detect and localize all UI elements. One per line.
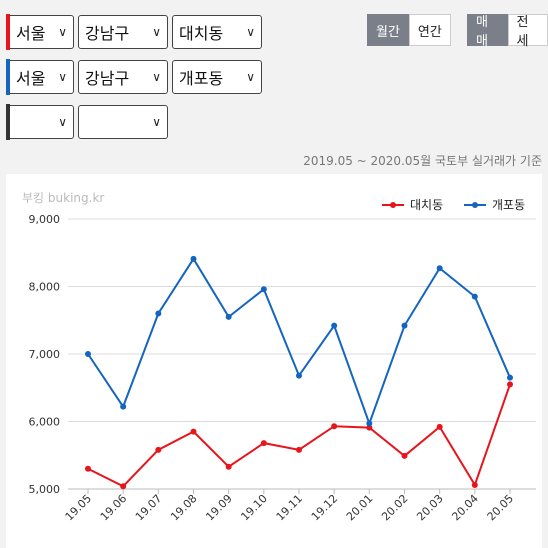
city-select[interactable]: ∨ [10, 105, 74, 139]
data-point [296, 446, 302, 453]
data-point [85, 351, 91, 357]
series-line [87, 384, 511, 488]
series-color-marker [6, 104, 10, 140]
x-tick-label: 19.07 [133, 492, 164, 523]
period-toggle: 월간 연간 [367, 14, 451, 46]
line-chart: 부킹 buking.kr 5,000 6,000 7,000 8,000 9,000 19.… [22, 191, 536, 523]
data-point [471, 293, 478, 300]
chevron-down-icon: ∨ [152, 25, 161, 39]
data-point [507, 374, 513, 381]
chevron-down-icon: ∨ [152, 70, 161, 84]
data-point [507, 381, 513, 388]
data-point [225, 463, 232, 470]
series-color-marker [6, 59, 10, 95]
filter-row-2: 서울 ∨ 강남구 ∨ 개포동 ∨ [6, 59, 262, 95]
legend-marker [472, 202, 478, 208]
x-tick-label: 19.11 [274, 492, 305, 523]
series-color-marker [6, 14, 10, 50]
filter-row-3: ∨ ∨ [6, 104, 168, 140]
chevron-down-icon: ∨ [152, 115, 161, 129]
x-tick-label: 19.09 [203, 492, 234, 523]
chevron-down-icon: ∨ [58, 70, 67, 84]
legend-label: 대치동 [410, 198, 443, 212]
data-point [120, 483, 127, 490]
data-basis-note: 2019.05 ~ 2020.05월 국토부 실거래가 기준 [303, 154, 542, 168]
data-point [331, 322, 338, 329]
data-point [401, 322, 408, 329]
dong-select[interactable]: 개포동 ∨ [172, 60, 262, 94]
watermark-text: 부킹 buking.kr [22, 191, 104, 205]
data-point [471, 481, 478, 488]
x-tick-label: 19.12 [309, 492, 340, 523]
x-tick-label: 19.05 [63, 492, 94, 523]
dong-select[interactable]: 대치동 ∨ [172, 15, 262, 49]
data-point [366, 420, 373, 427]
legend-marker [390, 202, 396, 208]
yearly-button[interactable]: 연간 [408, 14, 451, 46]
lease-button[interactable]: 전세 [507, 14, 548, 49]
chevron-down-icon: ∨ [58, 115, 67, 129]
data-point [436, 265, 443, 272]
type-toggle: 매매 전세 [467, 14, 548, 49]
y-tick-label: 7,000 [29, 348, 61, 361]
x-tick-label: 19.08 [168, 492, 199, 523]
chevron-down-icon: ∨ [58, 25, 67, 39]
data-point [85, 465, 91, 472]
data-point [155, 310, 162, 317]
legend-label: 개포동 [492, 198, 525, 212]
x-tick-label: 20.05 [485, 492, 516, 523]
district-select[interactable]: 강남구 ∨ [78, 60, 168, 94]
x-tick-label: 20.01 [344, 492, 375, 523]
city-select[interactable]: 서울 ∨ [10, 60, 74, 94]
city-select[interactable]: 서울 ∨ [10, 15, 74, 49]
x-tick-label: 19.10 [238, 492, 269, 523]
data-point [120, 403, 127, 410]
district-select[interactable]: ∨ [78, 105, 168, 139]
data-point [260, 286, 267, 293]
data-point [401, 452, 408, 459]
data-point [225, 313, 232, 320]
y-tick-label: 8,000 [29, 281, 61, 294]
y-tick-label: 6,000 [29, 416, 61, 429]
data-point [190, 428, 197, 435]
y-tick-label: 9,000 [29, 213, 61, 226]
data-point [155, 446, 162, 453]
chevron-down-icon: ∨ [246, 70, 255, 84]
district-select[interactable]: 강남구 ∨ [78, 15, 168, 49]
x-tick-label: 20.03 [414, 492, 445, 523]
filter-row-1: 서울 ∨ 강남구 ∨ 대치동 ∨ [6, 14, 262, 50]
x-tick-label: 20.02 [379, 492, 410, 523]
data-point [260, 440, 267, 447]
series-line [87, 256, 511, 427]
y-tick-label: 5,000 [29, 483, 61, 496]
monthly-button[interactable]: 월간 [367, 14, 409, 46]
chevron-down-icon: ∨ [246, 25, 255, 39]
chart-card: 부킹 buking.kr 5,000 6,000 7,000 8,000 9,000 19.… [6, 174, 542, 548]
x-tick-label: 19.06 [98, 492, 129, 523]
sale-button[interactable]: 매매 [467, 14, 508, 49]
x-tick-label: 20.04 [449, 492, 480, 523]
data-point [190, 255, 197, 262]
data-point [436, 423, 443, 430]
data-point [296, 372, 302, 379]
data-point [331, 423, 338, 430]
